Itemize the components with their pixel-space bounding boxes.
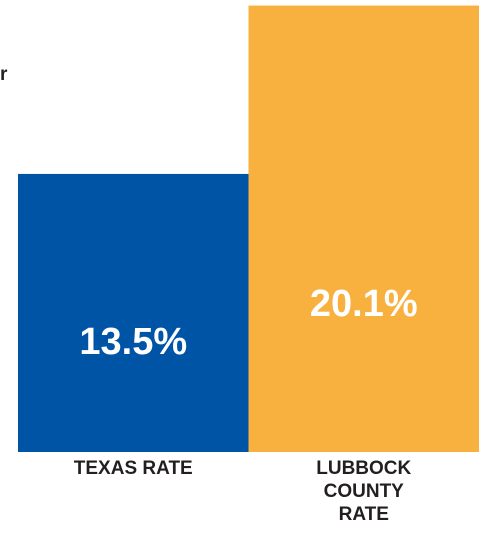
x-tick-label: TEXAS RATE [73, 458, 193, 479]
value-label: 13.5% [79, 321, 188, 363]
x-tick-label: LUBBOCK COUNTY RATE [316, 458, 412, 525]
bar [18, 173, 249, 452]
value-label: 20.1% [309, 283, 418, 325]
bar [248, 5, 479, 452]
annotation: r [0, 64, 8, 85]
